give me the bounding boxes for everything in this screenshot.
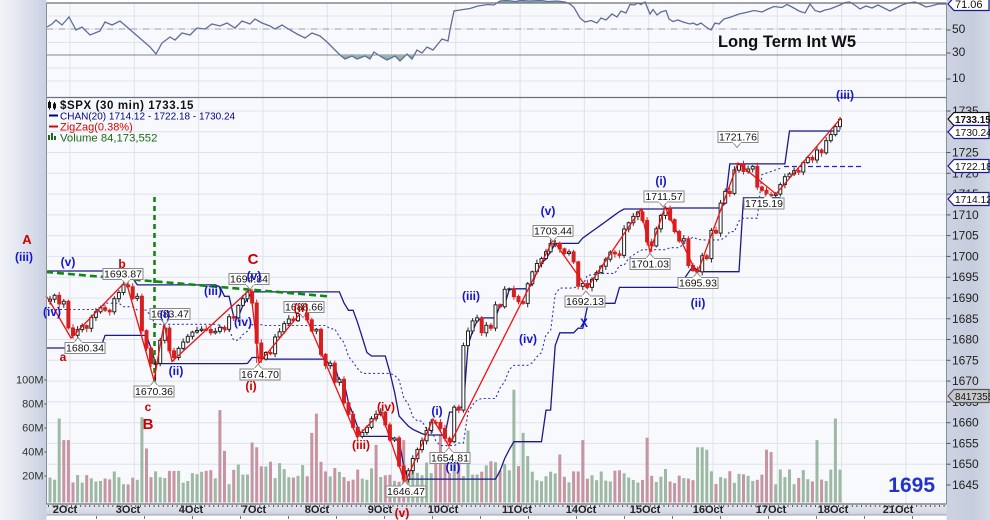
svg-text:1703.44: 1703.44 <box>534 226 572 238</box>
svg-text:1646.47: 1646.47 <box>387 486 425 498</box>
svg-text:1733.15: 1733.15 <box>955 115 990 126</box>
svg-text:1695: 1695 <box>952 270 979 284</box>
svg-text:1710: 1710 <box>952 208 979 222</box>
svg-text:1701.03: 1701.03 <box>631 259 669 271</box>
svg-text:1711.57: 1711.57 <box>645 191 682 203</box>
svg-text:60M: 60M <box>22 423 43 435</box>
svg-text:1705: 1705 <box>952 229 979 243</box>
svg-text:(i): (i) <box>160 309 171 321</box>
svg-text:10: 10 <box>952 71 966 85</box>
svg-text:1650: 1650 <box>952 457 979 471</box>
svg-text:b: b <box>118 257 125 271</box>
svg-text:15Oct: 15Oct <box>630 504 661 516</box>
svg-text:C: C <box>248 251 259 268</box>
svg-text:(iii): (iii) <box>462 289 480 303</box>
svg-text:1725: 1725 <box>952 146 979 160</box>
svg-text:1688.66: 1688.66 <box>285 302 323 314</box>
svg-text:(iii): (iii) <box>352 438 370 452</box>
svg-text:8417355: 8417355 <box>955 392 990 403</box>
svg-text:8Oct: 8Oct <box>305 504 330 516</box>
svg-text:(v): (v) <box>247 269 262 283</box>
svg-text:100M: 100M <box>16 375 44 387</box>
svg-text:71.06: 71.06 <box>955 0 983 11</box>
svg-text:20M: 20M <box>22 471 43 483</box>
svg-text:50: 50 <box>952 22 966 36</box>
svg-text:1645: 1645 <box>952 478 979 492</box>
svg-text:(v): (v) <box>541 204 556 218</box>
svg-text:(ii): (ii) <box>294 301 309 315</box>
svg-text:3Oct: 3Oct <box>116 504 141 516</box>
svg-text:1715.19: 1715.19 <box>745 198 783 210</box>
svg-text:1680.34: 1680.34 <box>66 343 104 355</box>
svg-text:1722.18: 1722.18 <box>955 162 990 173</box>
svg-text:c: c <box>145 400 152 414</box>
svg-text:1730.24: 1730.24 <box>955 128 990 139</box>
svg-text:4Oct: 4Oct <box>179 504 204 516</box>
svg-text:(ii): (ii) <box>446 460 461 474</box>
svg-text:7Oct: 7Oct <box>242 504 267 516</box>
svg-text:(iii): (iii) <box>15 250 33 264</box>
svg-text:1674.70: 1674.70 <box>241 369 279 381</box>
svg-text:(i): (i) <box>431 404 442 418</box>
svg-text:14Oct: 14Oct <box>566 504 597 516</box>
svg-text:(iv): (iv) <box>234 315 252 329</box>
svg-text:CHAN(20) 1714.12 - 1722.18 - 1: CHAN(20) 1714.12 - 1722.18 - 1730.24 <box>60 112 236 123</box>
svg-text:1660: 1660 <box>952 416 979 430</box>
svg-text:1692.13: 1692.13 <box>566 296 604 308</box>
svg-text:30: 30 <box>952 45 966 59</box>
svg-text:a: a <box>60 350 67 364</box>
svg-text:11Oct: 11Oct <box>502 504 532 516</box>
svg-text:1695.93: 1695.93 <box>679 278 717 290</box>
svg-text:1700: 1700 <box>952 249 979 263</box>
svg-text:(ii): (ii) <box>169 364 184 378</box>
svg-text:$SPX (30 min) 1733.15: $SPX (30 min) 1733.15 <box>60 100 194 112</box>
svg-text:10Oct: 10Oct <box>428 504 459 516</box>
svg-text:1714.12: 1714.12 <box>955 195 990 206</box>
svg-text:Long Term Int W5: Long Term Int W5 <box>718 33 856 51</box>
svg-text:(v): (v) <box>61 255 76 269</box>
svg-text:2Oct: 2Oct <box>53 504 78 516</box>
svg-text:(iv): (iv) <box>43 305 61 319</box>
svg-text:(iii): (iii) <box>204 284 222 298</box>
svg-text:(v): (v) <box>395 506 410 520</box>
svg-text:1680: 1680 <box>952 333 979 347</box>
svg-text:21Oct: 21Oct <box>883 504 914 516</box>
svg-text:1654.81: 1654.81 <box>431 453 469 465</box>
svg-text:9Oct: 9Oct <box>368 504 393 516</box>
svg-text:(i): (i) <box>245 379 256 393</box>
svg-text:(iv): (iv) <box>519 332 537 346</box>
svg-text:1670: 1670 <box>952 374 979 388</box>
svg-text:A: A <box>22 232 32 247</box>
svg-text:(iii): (iii) <box>836 88 854 102</box>
svg-text:ZigZag(0.38%): ZigZag(0.38%) <box>60 122 133 134</box>
svg-text:(ii): (ii) <box>691 296 706 310</box>
svg-text:18Oct: 18Oct <box>818 504 849 516</box>
svg-text:Volume 84,173,552: Volume 84,173,552 <box>60 133 157 145</box>
svg-text:1695: 1695 <box>888 474 935 497</box>
svg-text:1685: 1685 <box>952 312 979 326</box>
svg-text:17Oct: 17Oct <box>756 504 787 516</box>
svg-text:X: X <box>580 316 588 330</box>
svg-text:1694.84: 1694.84 <box>230 274 268 286</box>
svg-text:40M: 40M <box>22 447 43 459</box>
svg-text:16Oct: 16Oct <box>693 504 724 516</box>
svg-text:1683.47: 1683.47 <box>151 309 189 321</box>
svg-text:1693.87: 1693.87 <box>104 269 142 281</box>
svg-text:(iv): (iv) <box>377 400 395 414</box>
svg-text:B: B <box>143 416 154 433</box>
svg-text:1670.36: 1670.36 <box>135 386 173 398</box>
svg-text:80M: 80M <box>22 399 43 411</box>
svg-text:(i): (i) <box>655 174 666 188</box>
svg-text:1655: 1655 <box>952 436 979 450</box>
svg-text:1675: 1675 <box>952 353 979 367</box>
svg-text:1721.76: 1721.76 <box>719 132 757 144</box>
svg-text:1690: 1690 <box>952 291 979 305</box>
